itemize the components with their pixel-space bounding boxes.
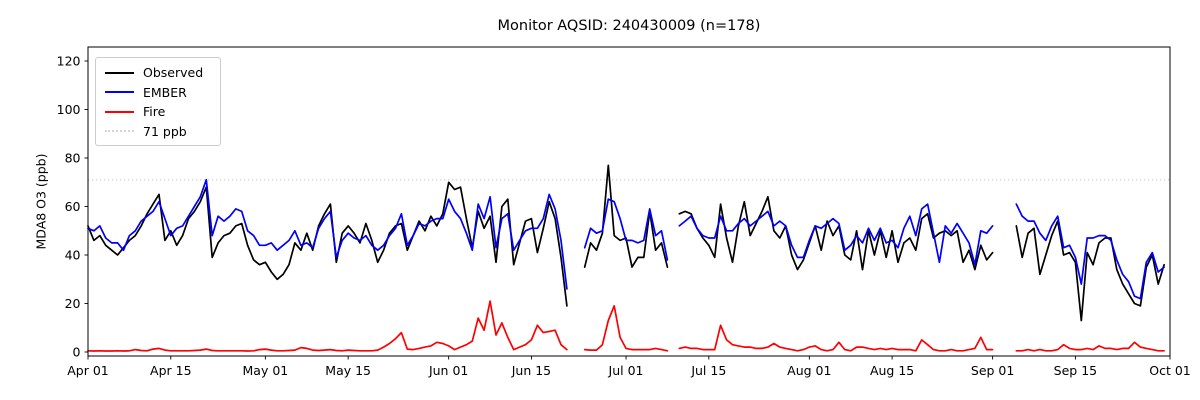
plot-border [87,46,1171,357]
x-tick-label: Sep 15 [1054,363,1097,378]
x-tick-label: Apr 15 [150,363,192,378]
ember-line-sample [105,91,134,94]
y-tick-label: 120 [57,53,81,68]
fire-line [87,300,1165,352]
threshold-line-sample [105,130,134,133]
x-tick-label: May 15 [325,363,371,378]
observed-line-sample [105,71,134,74]
observed-line [87,164,1165,322]
legend: Observed EMBER Fire 71 ppb [95,57,221,146]
legend-label: Fire [143,104,166,120]
x-tick-label: Aug 01 [787,363,831,378]
x-tick-label: Sep 01 [971,363,1014,378]
y-tick-label: 60 [65,199,81,214]
y-tick-label: 0 [73,344,81,359]
legend-item-ember: EMBER [96,83,220,103]
x-tick-label: Jun 15 [511,363,551,378]
legend-label: 71 ppb [143,123,187,139]
y-tick-label: 20 [65,296,81,311]
x-tick-label: Aug 15 [870,363,914,378]
x-tick-label: Jul 01 [608,363,644,378]
x-tick-label: Apr 01 [67,363,109,378]
legend-item-fire: Fire [96,102,220,122]
x-tick-label: Oct 01 [1149,363,1191,378]
y-tick-label: 40 [65,247,81,262]
legend-item-observed: Observed [96,63,220,83]
legend-item-threshold: 71 ppb [96,122,220,142]
y-tick-label: 100 [57,102,81,117]
y-tick-label: 80 [65,150,81,165]
y-axis-label: MDA8 O3 (ppb) [33,153,49,250]
x-tick-label: May 01 [243,363,289,378]
legend-label: EMBER [143,84,187,100]
chart-title: Monitor AQSID: 240430009 (n=178) [497,18,761,34]
ember-line [87,178,1165,300]
legend-label: Observed [143,65,204,81]
x-tick-label: Jun 01 [428,363,468,378]
x-tick-label: Jul 15 [690,363,726,378]
fire-line-sample [105,110,134,113]
